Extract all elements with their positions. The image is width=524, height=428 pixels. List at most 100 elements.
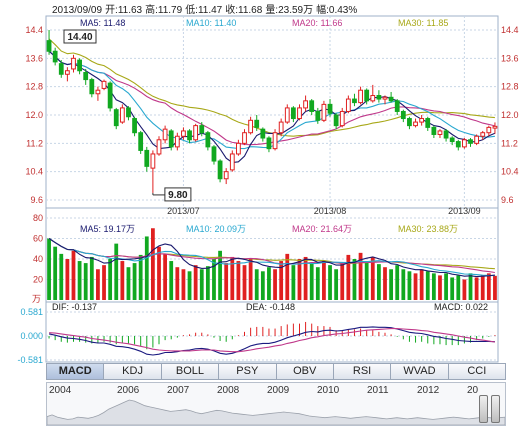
candle-body [345,98,351,112]
volume-bar [273,269,277,300]
volume-bar [65,259,70,300]
volume-bar [260,271,265,300]
volume-bar [108,259,113,300]
volume-bar [486,273,491,300]
price-tick-right: 13.6 [501,53,519,63]
candle-body [480,132,486,137]
volume-bar [89,256,94,300]
candle-body [107,82,113,109]
candle-body [382,96,388,100]
volume-bar [444,273,448,300]
date-tick-label: 2013/08 [314,206,347,216]
navigator-left-handle[interactable] [479,395,488,423]
tab-boll[interactable]: BOLL [161,363,220,380]
volume-bar [144,236,149,300]
time-navigator[interactable]: 2004 2006 2007 2008 2009 2010 2011 2012 … [46,382,506,426]
volume-legend-ma20: MA20: 21.64万 [292,224,352,234]
price-legend-ma10: MA10: 11.40 [186,18,236,28]
candle-body [321,103,327,121]
volume-bar [218,250,222,300]
volume-bar [480,275,485,300]
candle-body [266,137,272,150]
candle-body [89,79,95,95]
price-tick-left: 12.0 [25,110,43,120]
volume-bar [199,269,204,300]
tab-rsi[interactable]: RSI [333,363,392,380]
volume-bar [303,256,308,300]
candle-body [144,149,150,167]
navigator-year: 2012 [417,385,440,396]
volume-bar [334,269,339,300]
volume-bar [425,271,430,300]
volume-bar [175,267,180,300]
candle-body [83,72,89,81]
candle-body [132,118,137,134]
candle-body [413,121,418,127]
candle-body [303,100,308,109]
candle-body [333,114,339,127]
volume-legend-ma10: MA10: 20.09万 [186,224,246,234]
volume-bar [267,267,271,300]
candle-body [199,125,205,134]
candle-body [187,130,192,141]
volume-bar [47,238,51,300]
volume-bar [230,256,235,300]
volume-bar [389,269,394,300]
volume-bar [438,275,442,300]
candle-body [260,128,266,139]
volume-tick-label: 80 [33,213,43,223]
price-tick-left: 13.6 [25,53,43,63]
quote-header: 2013/09/09 开:11.63 高:11.79 低:11.47 收:11.68 量:… [52,1,360,16]
volume-bar [450,277,455,300]
candle-body [101,80,107,89]
price-tick-left: 11.2 [26,138,43,148]
candle-body [449,137,455,143]
volume-bar [71,250,76,300]
volume-bar [169,261,174,300]
volume-bar [126,267,131,300]
quote-low: 低:11.47 [185,5,223,16]
date-tick-label: 2013/09 [448,206,481,216]
volume-bar [383,267,387,300]
candle-body [284,107,290,123]
tab-psy[interactable]: PSY [219,363,277,380]
candle-body [468,139,473,144]
tab-obv[interactable]: OBV [276,363,334,380]
price-tick-left: 10.4 [25,167,43,177]
candle-body [95,89,101,95]
candle-body [272,132,278,150]
volume-bar [187,271,192,300]
candle-body [419,118,425,123]
macd-dif-line [48,326,495,356]
volume-bar [352,259,357,300]
macd-legend-dif: DIF: -0.137 [52,302,97,312]
candle-body [315,110,321,121]
candle-body [278,121,284,134]
volume-bar [401,269,406,300]
volume-bar [309,263,314,300]
tab-wvad[interactable]: WVAD [391,363,449,380]
quote-high: 高:11.79 [145,5,183,16]
navigator-year: 2006 [117,385,140,396]
macd-tick-label: 0.581 [20,307,43,317]
candle-body [174,135,180,148]
candle-body [486,126,492,134]
navigator-year: 2008 [217,385,240,396]
candle-body [193,125,199,141]
volume-bar [340,263,345,300]
candle-body [364,89,370,102]
navigator-years: 2004 2006 2007 2008 2009 2010 2011 2012 … [47,385,505,397]
price-legend-ma20: MA20: 11.66 [292,18,342,28]
volume-bar [370,256,375,300]
candle-body [205,132,211,148]
tab-kdj[interactable]: KDJ [104,363,162,380]
volume-bar [212,259,216,300]
volume-bar [462,279,467,300]
tab-cci[interactable]: CCI [448,363,506,380]
navigator-history-area [47,399,505,425]
volume-bar [493,275,497,300]
price-tick-right: 14.4 [501,25,519,35]
navigator-right-handle[interactable] [491,395,500,423]
tab-macd[interactable]: MACD [46,363,105,380]
volume-bar [328,265,332,300]
